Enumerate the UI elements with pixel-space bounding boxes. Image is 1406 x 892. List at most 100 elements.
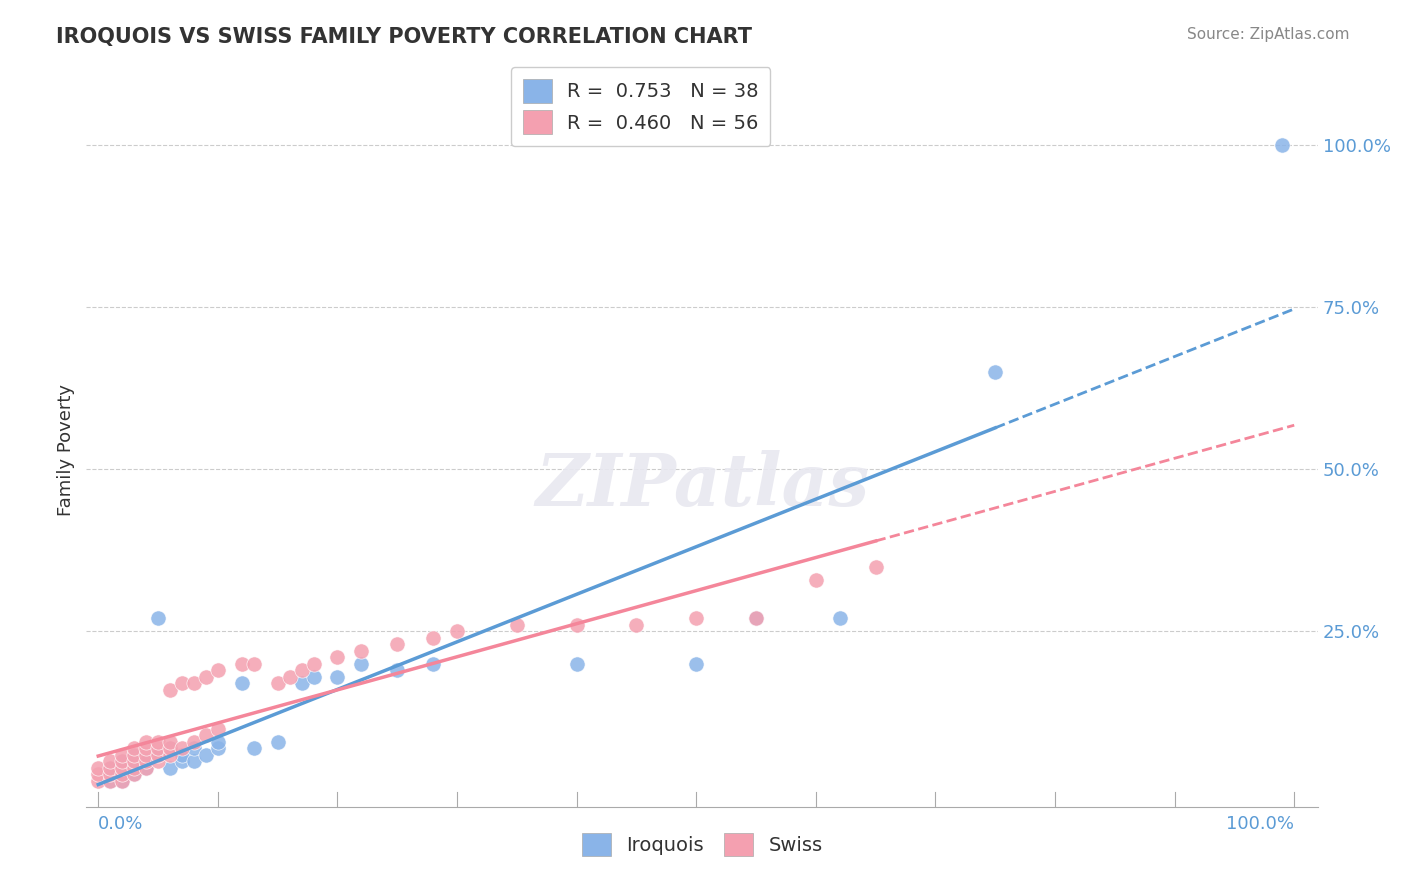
Point	[350, 644, 373, 658]
Point	[194, 728, 217, 742]
Point	[122, 747, 145, 762]
Point	[745, 611, 768, 625]
Text: 0.0%: 0.0%	[98, 815, 143, 833]
Point	[170, 747, 193, 762]
Point	[98, 773, 121, 788]
Point	[278, 670, 301, 684]
Text: 100.0%: 100.0%	[1226, 815, 1294, 833]
Point	[422, 631, 444, 645]
Point	[111, 767, 134, 781]
Point	[290, 664, 312, 678]
Point	[183, 734, 205, 748]
Point	[122, 761, 145, 775]
Point	[146, 754, 169, 768]
Point	[194, 747, 217, 762]
Point	[183, 754, 205, 768]
Point	[122, 754, 145, 768]
Point	[326, 650, 349, 665]
Point	[506, 618, 529, 632]
Point	[207, 722, 229, 736]
Point	[122, 767, 145, 781]
Point	[135, 761, 157, 775]
Point	[159, 734, 181, 748]
Point	[111, 773, 134, 788]
Point	[183, 676, 205, 690]
Point	[387, 637, 409, 651]
Point	[207, 734, 229, 748]
Point	[231, 676, 253, 690]
Point	[146, 734, 169, 748]
Point	[135, 747, 157, 762]
Point	[685, 611, 707, 625]
Point	[135, 754, 157, 768]
Point	[98, 761, 121, 775]
Point	[159, 741, 181, 756]
Point	[350, 657, 373, 671]
Point	[135, 754, 157, 768]
Point	[207, 741, 229, 756]
Point	[387, 664, 409, 678]
Point	[266, 676, 288, 690]
Point	[290, 676, 312, 690]
Point	[984, 365, 1007, 379]
Point	[87, 761, 110, 775]
Point	[865, 559, 887, 574]
Point	[1271, 138, 1294, 153]
Point	[159, 747, 181, 762]
Point	[326, 670, 349, 684]
Point	[146, 747, 169, 762]
Point	[122, 754, 145, 768]
Point	[111, 761, 134, 775]
Point	[207, 664, 229, 678]
Point	[87, 773, 110, 788]
Legend: R =  0.753   N = 38, R =  0.460   N = 56: R = 0.753 N = 38, R = 0.460 N = 56	[510, 67, 770, 145]
Point	[828, 611, 851, 625]
Point	[98, 773, 121, 788]
Point	[111, 761, 134, 775]
Point	[302, 657, 325, 671]
Point	[111, 754, 134, 768]
Point	[422, 657, 444, 671]
Point	[159, 761, 181, 775]
Point	[302, 670, 325, 684]
Text: IROQUOIS VS SWISS FAMILY POVERTY CORRELATION CHART: IROQUOIS VS SWISS FAMILY POVERTY CORRELA…	[56, 27, 752, 46]
Text: ZIPatlas: ZIPatlas	[536, 450, 869, 521]
Point	[135, 741, 157, 756]
Point	[122, 741, 145, 756]
Point	[146, 747, 169, 762]
Point	[159, 682, 181, 697]
Point	[170, 754, 193, 768]
Point	[98, 767, 121, 781]
Point	[804, 573, 827, 587]
Point	[242, 657, 264, 671]
Point	[111, 773, 134, 788]
Point	[446, 624, 468, 639]
Point	[135, 734, 157, 748]
Point	[122, 747, 145, 762]
Point	[146, 611, 169, 625]
Point	[122, 767, 145, 781]
Point	[170, 676, 193, 690]
Point	[565, 657, 588, 671]
Point	[266, 734, 288, 748]
Point	[183, 741, 205, 756]
Point	[135, 761, 157, 775]
Point	[98, 754, 121, 768]
Point	[111, 754, 134, 768]
Point	[98, 761, 121, 775]
Point	[111, 747, 134, 762]
Point	[146, 741, 169, 756]
Point	[231, 657, 253, 671]
Point	[159, 741, 181, 756]
Point	[242, 741, 264, 756]
Point	[745, 611, 768, 625]
Point	[170, 741, 193, 756]
Point	[194, 670, 217, 684]
Point	[685, 657, 707, 671]
Point	[98, 767, 121, 781]
Point	[111, 767, 134, 781]
Point	[565, 618, 588, 632]
Point	[87, 767, 110, 781]
Text: Source: ZipAtlas.com: Source: ZipAtlas.com	[1187, 27, 1350, 42]
Point	[626, 618, 648, 632]
